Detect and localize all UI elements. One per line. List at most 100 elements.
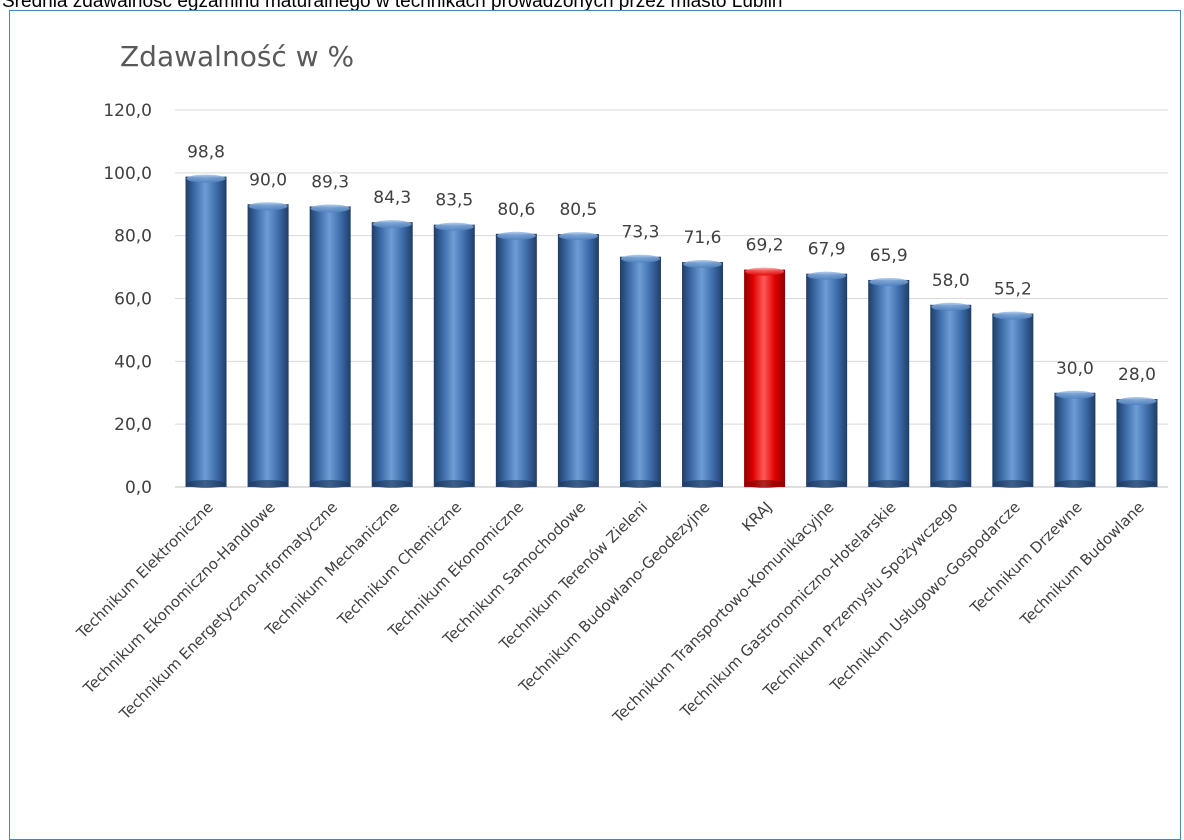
bar-top-bevel (186, 174, 226, 183)
bar-body (557, 234, 599, 487)
bar (682, 260, 724, 488)
bar (930, 302, 972, 488)
bar-base-bevel (1117, 480, 1157, 488)
bar-base-bevel (745, 480, 785, 488)
data-label: 98,8 (187, 143, 225, 163)
x-category-label: Technikum Energetyczno-Informatyczne (115, 498, 341, 724)
data-label: 65,9 (870, 246, 908, 266)
bar-base-bevel (807, 480, 847, 488)
data-label: 80,6 (497, 200, 535, 220)
bar-body (682, 262, 724, 487)
bar (371, 220, 413, 488)
data-label: 67,9 (808, 240, 846, 260)
bar (185, 174, 227, 488)
y-axis-ticks: 0,0 20,0 40,0 60,0 80,0 100,0 120,0 (103, 101, 152, 498)
bar-body (744, 269, 786, 487)
bar (309, 204, 351, 488)
bar-top-bevel (683, 260, 723, 269)
bar-base-bevel (248, 480, 288, 488)
bars (185, 174, 1158, 488)
bar-top-bevel (558, 232, 598, 241)
bar-body (247, 204, 289, 487)
bar (619, 254, 661, 488)
bar-top-bevel (869, 277, 909, 286)
bar-base-bevel (620, 480, 660, 488)
x-category-label: Technikum Transportowo-Komunikacyjne (609, 498, 838, 727)
bar (806, 271, 848, 488)
bar-base-bevel (931, 480, 971, 488)
data-label: 89,3 (311, 172, 349, 192)
bar (433, 222, 475, 488)
data-label: 73,3 (622, 223, 660, 243)
y-tick-label: 0,0 (125, 478, 152, 498)
bar-top-bevel (372, 220, 412, 229)
bar-body (495, 233, 537, 487)
bar-base-bevel (434, 480, 474, 488)
bar (1116, 397, 1158, 488)
bar-top-bevel (745, 267, 785, 276)
bar-base-bevel (1055, 480, 1095, 488)
data-label: 90,0 (249, 170, 287, 190)
bar (1054, 390, 1096, 488)
bar-body (992, 313, 1034, 487)
x-category-label: Technikum Gastronomiczno-Hotelarskie (676, 498, 899, 721)
bar-body (930, 304, 972, 487)
bar-top-bevel (931, 302, 971, 311)
bar-base-bevel (869, 480, 909, 488)
bar-body (806, 273, 848, 487)
bar-top-bevel (807, 271, 847, 280)
bar (992, 311, 1034, 488)
x-category-label: Technikum Chemiczne (333, 498, 465, 630)
bar-body (868, 279, 910, 487)
bar-top-bevel (248, 202, 288, 211)
bar-highlight (744, 267, 786, 488)
bar-body (619, 256, 661, 487)
x-category-label: Technikum Drzewne (966, 498, 1086, 618)
y-tick-label: 40,0 (114, 352, 152, 372)
data-label: 28,0 (1118, 365, 1156, 385)
bar (495, 231, 537, 488)
x-category-label: KRAJ (738, 498, 775, 535)
bar-base-bevel (310, 480, 350, 488)
data-label: 71,6 (684, 228, 722, 248)
bar-base-bevel (186, 480, 226, 488)
bar (247, 202, 289, 488)
bar-base-bevel (372, 480, 412, 488)
bar-top-bevel (1117, 397, 1157, 406)
bar-base-bevel (496, 480, 536, 488)
data-label: 84,3 (373, 188, 411, 208)
chart-title: Zdawalność w % (120, 40, 354, 73)
bar-body (433, 224, 475, 487)
data-label: 30,0 (1056, 359, 1094, 379)
x-category-label: Technikum Budowlane (1016, 498, 1148, 630)
bar-body (371, 222, 413, 487)
data-label: 58,0 (932, 271, 970, 291)
bar-top-bevel (496, 231, 536, 240)
bar-body (185, 176, 227, 487)
y-tick-label: 20,0 (114, 415, 152, 435)
data-label: 83,5 (435, 191, 473, 211)
bar-top-bevel (310, 204, 350, 213)
y-tick-label: 80,0 (114, 227, 152, 247)
bar-chart: Zdawalność w % 0,0 20,0 40,0 60,0 80,0 100,0 1… (72, 40, 1168, 727)
y-tick-label: 120,0 (103, 101, 152, 121)
data-label: 55,2 (994, 280, 1032, 300)
data-label: 69,2 (746, 236, 784, 256)
bar-top-bevel (434, 222, 474, 231)
y-tick-label: 60,0 (114, 290, 152, 310)
bar-top-bevel (993, 311, 1033, 320)
bar-body (1054, 392, 1096, 487)
data-labels: 98,8 90,0 89,3 84,3 83,5 80,6 80,5 73,3 71,6 69,2… (187, 143, 1156, 385)
bar-body (1116, 399, 1158, 487)
bar-body (309, 206, 351, 488)
bar-base-bevel (993, 480, 1033, 488)
bar (557, 232, 599, 488)
bar-base-bevel (683, 480, 723, 488)
bar-top-bevel (620, 254, 660, 263)
bar (868, 277, 910, 488)
y-tick-label: 100,0 (103, 164, 152, 184)
page-heading: Średnia zdawalność egzaminu maturalnego … (2, 0, 783, 12)
bar-top-bevel (1055, 390, 1095, 399)
data-label: 80,5 (559, 200, 597, 220)
